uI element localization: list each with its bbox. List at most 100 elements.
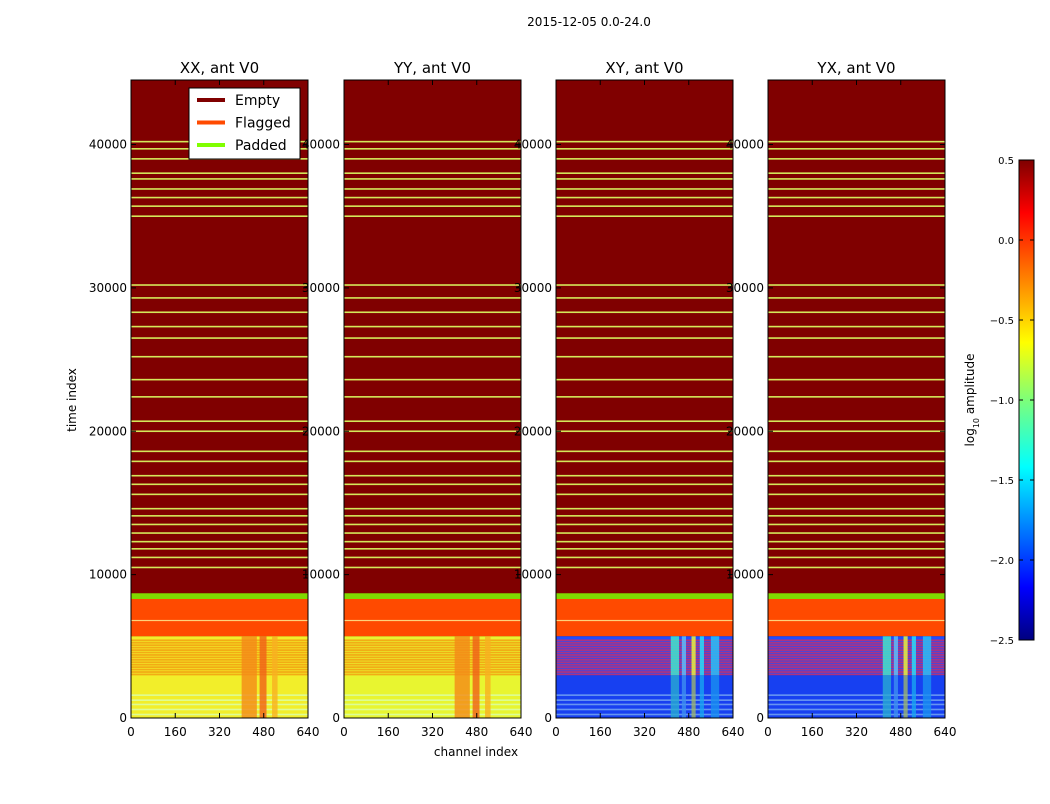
gap-row (131, 172, 308, 174)
gap-row (768, 215, 945, 218)
panel-3: XY, ant V0 0 160 320 480 640 0 10000 20000 30000 4… (514, 59, 745, 739)
gap-row (344, 311, 521, 314)
figure-suptitle: 2015-12-05 0.0-24.0 (527, 15, 651, 29)
padded-region (556, 593, 733, 600)
data-flag-row (131, 644, 308, 647)
gap-row (344, 450, 521, 453)
gap-row (344, 215, 521, 218)
gap-row (768, 148, 945, 150)
gap-row (768, 474, 945, 477)
gap-row (344, 196, 521, 199)
gap-row (344, 178, 521, 180)
data-flag-row (344, 654, 521, 656)
gap-row (556, 284, 733, 286)
gap-row (556, 188, 733, 190)
gap-row (556, 507, 733, 510)
y-tick-label: 10000 (514, 568, 552, 582)
colorbar-label-main: log (963, 428, 977, 446)
gap-row (768, 355, 945, 358)
data-flag-row (768, 663, 945, 666)
data-row (556, 708, 733, 711)
flagged-region (556, 599, 733, 637)
gap-row (131, 196, 308, 199)
data-flag-row (131, 654, 308, 656)
panel-title: YX, ant V0 (816, 59, 895, 77)
data-channel-band (699, 636, 704, 718)
x-tick-label: 0 (764, 725, 772, 739)
gap-row (131, 483, 308, 486)
x-tick-label: 640 (722, 725, 745, 739)
x-tick-label: 480 (677, 725, 700, 739)
x-tick-label: 160 (164, 725, 187, 739)
data-row (768, 699, 945, 701)
x-tick-label: 640 (510, 725, 533, 739)
flagged-region (768, 599, 945, 637)
data-flag-row (556, 671, 733, 673)
data-flag-row (344, 639, 521, 642)
gap-row (768, 140, 945, 143)
gap-row (131, 355, 308, 358)
colorbar: 0.5 0.0 −0.5 −1.0 −1.5 −2.0 −2.5 log10 amplitud… (963, 156, 1035, 647)
data-channel-band (922, 636, 932, 718)
data-flag-row (344, 651, 521, 654)
gap-row (344, 158, 521, 160)
data-flag-row (344, 644, 521, 647)
data-flag-row (556, 666, 733, 669)
y-tick-label: 0 (544, 711, 552, 725)
data-flag-row (344, 658, 521, 661)
legend-label-empty: Empty (235, 93, 280, 109)
data-flag-row (131, 651, 308, 654)
data-flag-row (768, 639, 945, 642)
colorbar-tick-label: −1.0 (990, 396, 1014, 407)
colorbar-tick-label: 0.0 (998, 236, 1014, 247)
gap-row (131, 378, 308, 381)
data-flag-row (556, 639, 733, 642)
data-flag-row (768, 641, 945, 644)
y-tick-label: 0 (756, 711, 764, 725)
panel-title: XY, ant V0 (605, 59, 683, 77)
data-flag-row (556, 641, 733, 644)
gap-row (768, 284, 945, 286)
gap-row (768, 205, 945, 207)
gap-row (768, 556, 945, 559)
gap-row (556, 337, 733, 339)
x-tick-label: 320 (208, 725, 231, 739)
gap-row (131, 548, 308, 550)
gap-row (344, 337, 521, 339)
gap-row (131, 556, 308, 559)
data-row (556, 699, 733, 701)
data-row (556, 703, 733, 706)
flagged-region (344, 599, 521, 637)
data-flag-row (556, 651, 733, 654)
data-row (768, 703, 945, 706)
y-tick-label: 30000 (89, 281, 127, 295)
data-channel-band (882, 636, 892, 718)
gap-row (344, 284, 521, 286)
gap-row (131, 178, 308, 180)
colorbar-label: log10 amplitude (963, 354, 981, 447)
gap-row (556, 196, 733, 199)
data-flag-row (556, 646, 733, 649)
gap-row (344, 523, 521, 526)
gap-row (768, 450, 945, 453)
x-tick-label: 480 (252, 725, 275, 739)
data-channel-band (472, 636, 480, 718)
gap-row (344, 507, 521, 510)
gap-row (556, 523, 733, 526)
gap-row (344, 140, 521, 143)
data-flag-row (344, 649, 521, 651)
data-flag-row (131, 661, 308, 664)
x-tick-label: 0 (552, 725, 560, 739)
data-flag-row (344, 666, 521, 669)
x-tick-label: 320 (633, 725, 656, 739)
gap-row (131, 297, 308, 299)
data-flag-row (556, 656, 733, 659)
gap-row (556, 450, 733, 453)
flagged-row (344, 619, 521, 622)
gap-row (344, 420, 521, 423)
gap-row (131, 540, 308, 543)
y-tick-label: 30000 (302, 281, 340, 295)
y-tick-label: 40000 (89, 138, 127, 152)
data-channel-band (911, 636, 916, 718)
